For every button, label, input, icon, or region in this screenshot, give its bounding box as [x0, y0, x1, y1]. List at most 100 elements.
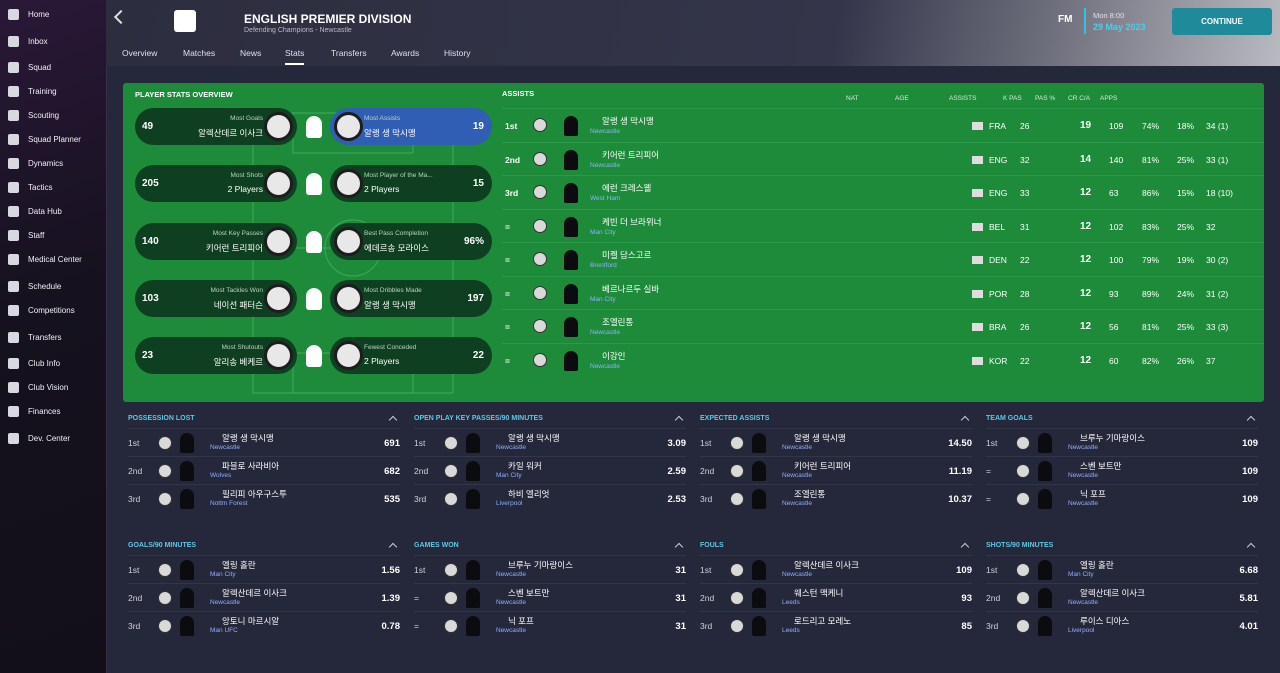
- club-name[interactable]: Newcastle: [590, 362, 620, 370]
- panel-title[interactable]: TEAM GOALS: [986, 415, 1033, 422]
- player-name[interactable]: 하비 엘리엇: [508, 489, 550, 499]
- player-name[interactable]: 브루누 기마랑이스: [508, 560, 573, 570]
- player-name[interactable]: 알랭 생 막시맹: [508, 433, 560, 443]
- club-name[interactable]: Liverpool: [1068, 627, 1095, 634]
- club-name[interactable]: Nottm Forest: [210, 500, 248, 507]
- club-name[interactable]: Newcastle: [496, 599, 526, 606]
- club-name[interactable]: Newcastle: [1068, 599, 1098, 606]
- nav-label[interactable]: Squad Planner: [28, 135, 81, 144]
- player-name[interactable]: 이강인: [602, 350, 626, 361]
- club-name[interactable]: Man City: [590, 295, 616, 303]
- stat-pill[interactable]: Best Pass Completion 에데르송 모라이스 96%: [330, 222, 492, 260]
- nav-item[interactable]: Club Vision: [8, 382, 68, 393]
- club-name[interactable]: Newcastle: [590, 329, 620, 336]
- panel-title[interactable]: POSSESSION LOST: [128, 415, 195, 422]
- club-name[interactable]: Newcastle: [210, 444, 240, 451]
- panel-row[interactable]: = 닉 포프 Newcastle 109: [986, 484, 1258, 512]
- nav-label[interactable]: Finances: [28, 407, 61, 416]
- club-name[interactable]: Newcastle: [782, 472, 812, 479]
- player-name[interactable]: 알랭 생 막시맹: [222, 433, 274, 443]
- back-button[interactable]: [113, 9, 129, 25]
- panel-row[interactable]: 2nd 키어런 트리피어 Newcastle 11.19: [700, 456, 972, 484]
- player-name[interactable]: 미켈 담스고르: [602, 250, 652, 260]
- assist-row[interactable]: 3rd 에런 크레스웰 West Ham ENG 33 12 63 86% 15% 18 (10): [502, 175, 1264, 209]
- player-name[interactable]: 베르나르두 실바: [602, 283, 660, 294]
- club-name[interactable]: Man City: [1068, 571, 1094, 578]
- player-name[interactable]: 엘링 홀란: [1080, 560, 1114, 570]
- assist-row[interactable]: = 케빈 더 브라위너 Man City BEL 31 12 102 83% 25% 32: [502, 208, 1264, 243]
- player-name[interactable]: 알렉산데르 이사크: [794, 560, 859, 570]
- club-name[interactable]: Wolves: [210, 472, 232, 479]
- nav-item[interactable]: Training: [8, 86, 57, 97]
- club-name[interactable]: Newcastle: [496, 444, 526, 451]
- nav-item[interactable]: Dev. Center: [8, 433, 70, 444]
- assist-row[interactable]: = 이강인 Newcastle KOR 22 12 60 82% 26% 37: [502, 342, 1264, 377]
- player-name[interactable]: 조엘린통: [794, 489, 826, 499]
- player-name[interactable]: 케빈 더 브라위너: [602, 216, 662, 227]
- panel-row[interactable]: 3rd 루이스 디아스 Liverpool 4.01: [986, 611, 1258, 639]
- nav-label[interactable]: Medical Center: [28, 255, 82, 264]
- nav-item[interactable]: Squad Planner: [8, 134, 81, 145]
- nav-label[interactable]: Club Vision: [28, 383, 69, 392]
- nav-label[interactable]: Staff: [28, 231, 45, 240]
- player-name[interactable]: 에런 크레스웰: [602, 183, 652, 193]
- tab[interactable]: Transfers: [331, 48, 367, 58]
- nav-item[interactable]: Staff: [8, 230, 44, 241]
- player-name[interactable]: 스벤 보트만: [1080, 461, 1122, 471]
- collapse-icon[interactable]: [674, 542, 684, 552]
- panel-row[interactable]: 2nd 파블로 사라비아 Wolves 682: [128, 456, 400, 484]
- club-name[interactable]: Man City: [496, 472, 522, 479]
- stat-pill[interactable]: 140 Most Key Passes 키어런 트리피어: [135, 222, 297, 260]
- club-name[interactable]: Man City: [590, 228, 616, 236]
- nav-label[interactable]: Dev. Center: [28, 434, 71, 443]
- nav-label[interactable]: Home: [28, 10, 50, 19]
- collapse-icon[interactable]: [388, 415, 398, 425]
- assist-row[interactable]: 1st 알랭 생 막시맹 Newcastle FRA 26 19 109 74% 18% 34 (…: [502, 108, 1264, 142]
- continue-button[interactable]: CONTINUE: [1172, 8, 1272, 35]
- nav-label[interactable]: Inbox: [28, 37, 48, 46]
- club-name[interactable]: Newcastle: [1068, 444, 1098, 451]
- club-name[interactable]: Newcastle: [1068, 472, 1098, 479]
- club-name[interactable]: Newcastle: [590, 161, 620, 169]
- club-name[interactable]: Newcastle: [590, 128, 620, 135]
- nav-item[interactable]: Schedule: [8, 281, 61, 292]
- nav-label[interactable]: Transfers: [28, 333, 62, 342]
- player-name[interactable]: 웨스턴 맥케니: [794, 588, 844, 598]
- panel-row[interactable]: = 스벤 보트만 Newcastle 31: [414, 583, 686, 611]
- panel-title[interactable]: SHOTS/90 MINUTES: [986, 542, 1054, 549]
- assist-row[interactable]: = 조엘린통 Newcastle BRA 26 12 56 81% 25% 33 (3): [502, 309, 1264, 343]
- nav-label[interactable]: Schedule: [28, 282, 62, 291]
- stat-pill[interactable]: 23 Most Shutouts 알리송 베케르: [135, 337, 297, 375]
- nav-item[interactable]: Transfers: [8, 332, 62, 343]
- club-name[interactable]: Leeds: [782, 599, 800, 606]
- player-name[interactable]: 알랭 생 막시맹: [794, 433, 846, 443]
- assist-row[interactable]: = 미켈 담스고르 Brentford DEN 22 12 100 79% 19% 30 (2): [502, 242, 1264, 276]
- panel-row[interactable]: 1st 브루누 기마랑이스 Newcastle 31: [414, 555, 686, 583]
- panel-row[interactable]: 2nd 웨스턴 맥케니 Leeds 93: [700, 583, 972, 611]
- panel-row[interactable]: 2nd 알렉산데르 이사크 Newcastle 5.81: [986, 583, 1258, 611]
- nav-item[interactable]: Data Hub: [8, 206, 62, 217]
- collapse-icon[interactable]: [674, 415, 684, 425]
- player-name[interactable]: 엘링 홀란: [222, 560, 256, 570]
- nav-label[interactable]: Tactics: [28, 183, 53, 192]
- club-name[interactable]: Newcastle: [210, 599, 240, 606]
- player-name[interactable]: 브루누 기마랑이스: [1080, 433, 1145, 443]
- club-name[interactable]: Man City: [210, 571, 236, 578]
- panel-row[interactable]: = 닉 포프 Newcastle 31: [414, 611, 686, 639]
- player-name[interactable]: 닉 포프: [1080, 489, 1106, 499]
- nav-item[interactable]: Finances: [8, 406, 60, 417]
- player-name[interactable]: 조엘린통: [602, 317, 634, 327]
- nav-item[interactable]: Medical Center: [8, 254, 82, 265]
- nav-item[interactable]: Scouting: [8, 110, 59, 121]
- panel-row[interactable]: 2nd 알렉산데르 이사크 Newcastle 1.39: [128, 583, 400, 611]
- nav-label[interactable]: Club Info: [28, 359, 61, 368]
- panel-row[interactable]: 1st 알랭 생 막시맹 Newcastle 14.50: [700, 428, 972, 456]
- nav-label[interactable]: Squad: [28, 63, 52, 72]
- collapse-icon[interactable]: [960, 415, 970, 425]
- stat-pill[interactable]: Most Assists 알랭 생 막시맹 19: [330, 108, 492, 145]
- assists-title[interactable]: ASSISTS: [502, 89, 535, 98]
- player-name[interactable]: 알랭 생 막시맹: [602, 116, 654, 126]
- panel-row[interactable]: 1st 알렉산데르 이사크 Newcastle 109: [700, 555, 972, 583]
- nav-item[interactable]: Tactics: [8, 182, 52, 193]
- club-name[interactable]: Newcastle: [1068, 500, 1098, 507]
